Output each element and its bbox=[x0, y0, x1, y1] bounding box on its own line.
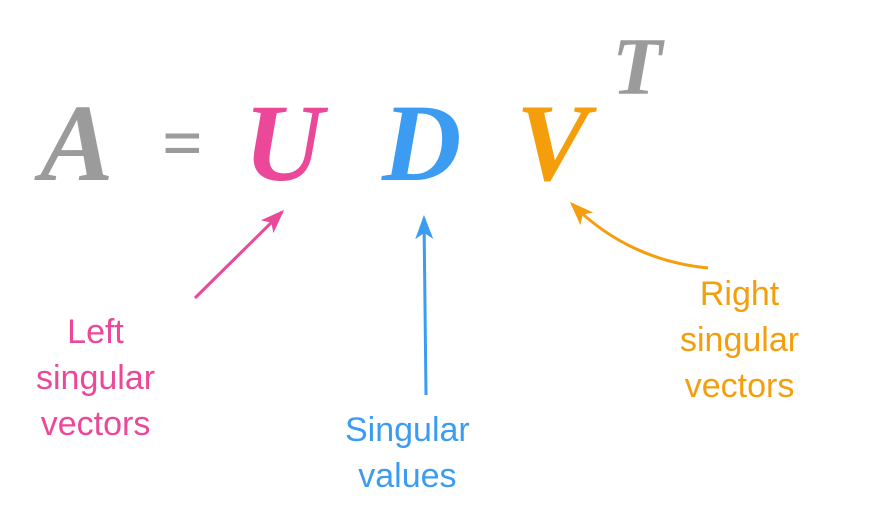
symbol-A: A bbox=[40, 80, 113, 207]
symbol-T: T bbox=[612, 20, 662, 114]
arrow-middle-icon bbox=[424, 218, 426, 395]
arrow-right-icon bbox=[572, 204, 708, 268]
label-singular-values: Singularvalues bbox=[345, 408, 470, 500]
symbol-equals: = bbox=[162, 102, 203, 185]
symbol-V: V bbox=[516, 80, 589, 207]
label-right-singular-vectors: Rightsingularvectors bbox=[680, 272, 799, 410]
symbol-U: U bbox=[244, 80, 323, 207]
arrow-left-icon bbox=[195, 212, 282, 298]
label-left-singular-vectors: Leftsingularvectors bbox=[36, 310, 155, 448]
symbol-D: D bbox=[382, 80, 461, 207]
